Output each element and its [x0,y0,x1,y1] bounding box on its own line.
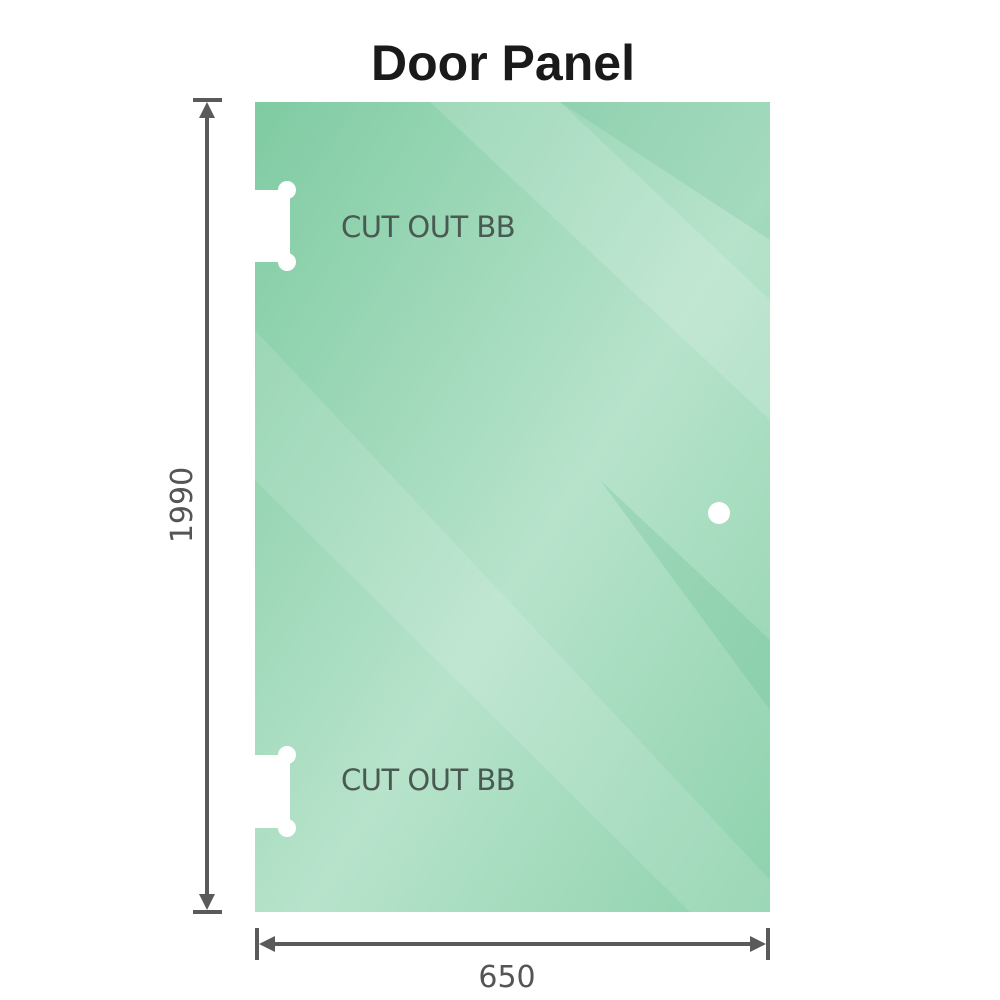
glass-panel [255,102,800,912]
diagram-title: Door Panel [371,35,635,91]
width-label: 650 [478,960,535,995]
height-label: 1990 [165,467,200,543]
cutout-label-bottom: CUT OUT BB [341,763,515,797]
width-dimension-line [255,928,770,960]
top-cutout [255,181,296,271]
height-dimension-line [193,98,222,914]
cutout-label-top: CUT OUT BB [341,210,515,244]
handle-hole [708,502,730,524]
bottom-cutout [255,746,296,837]
